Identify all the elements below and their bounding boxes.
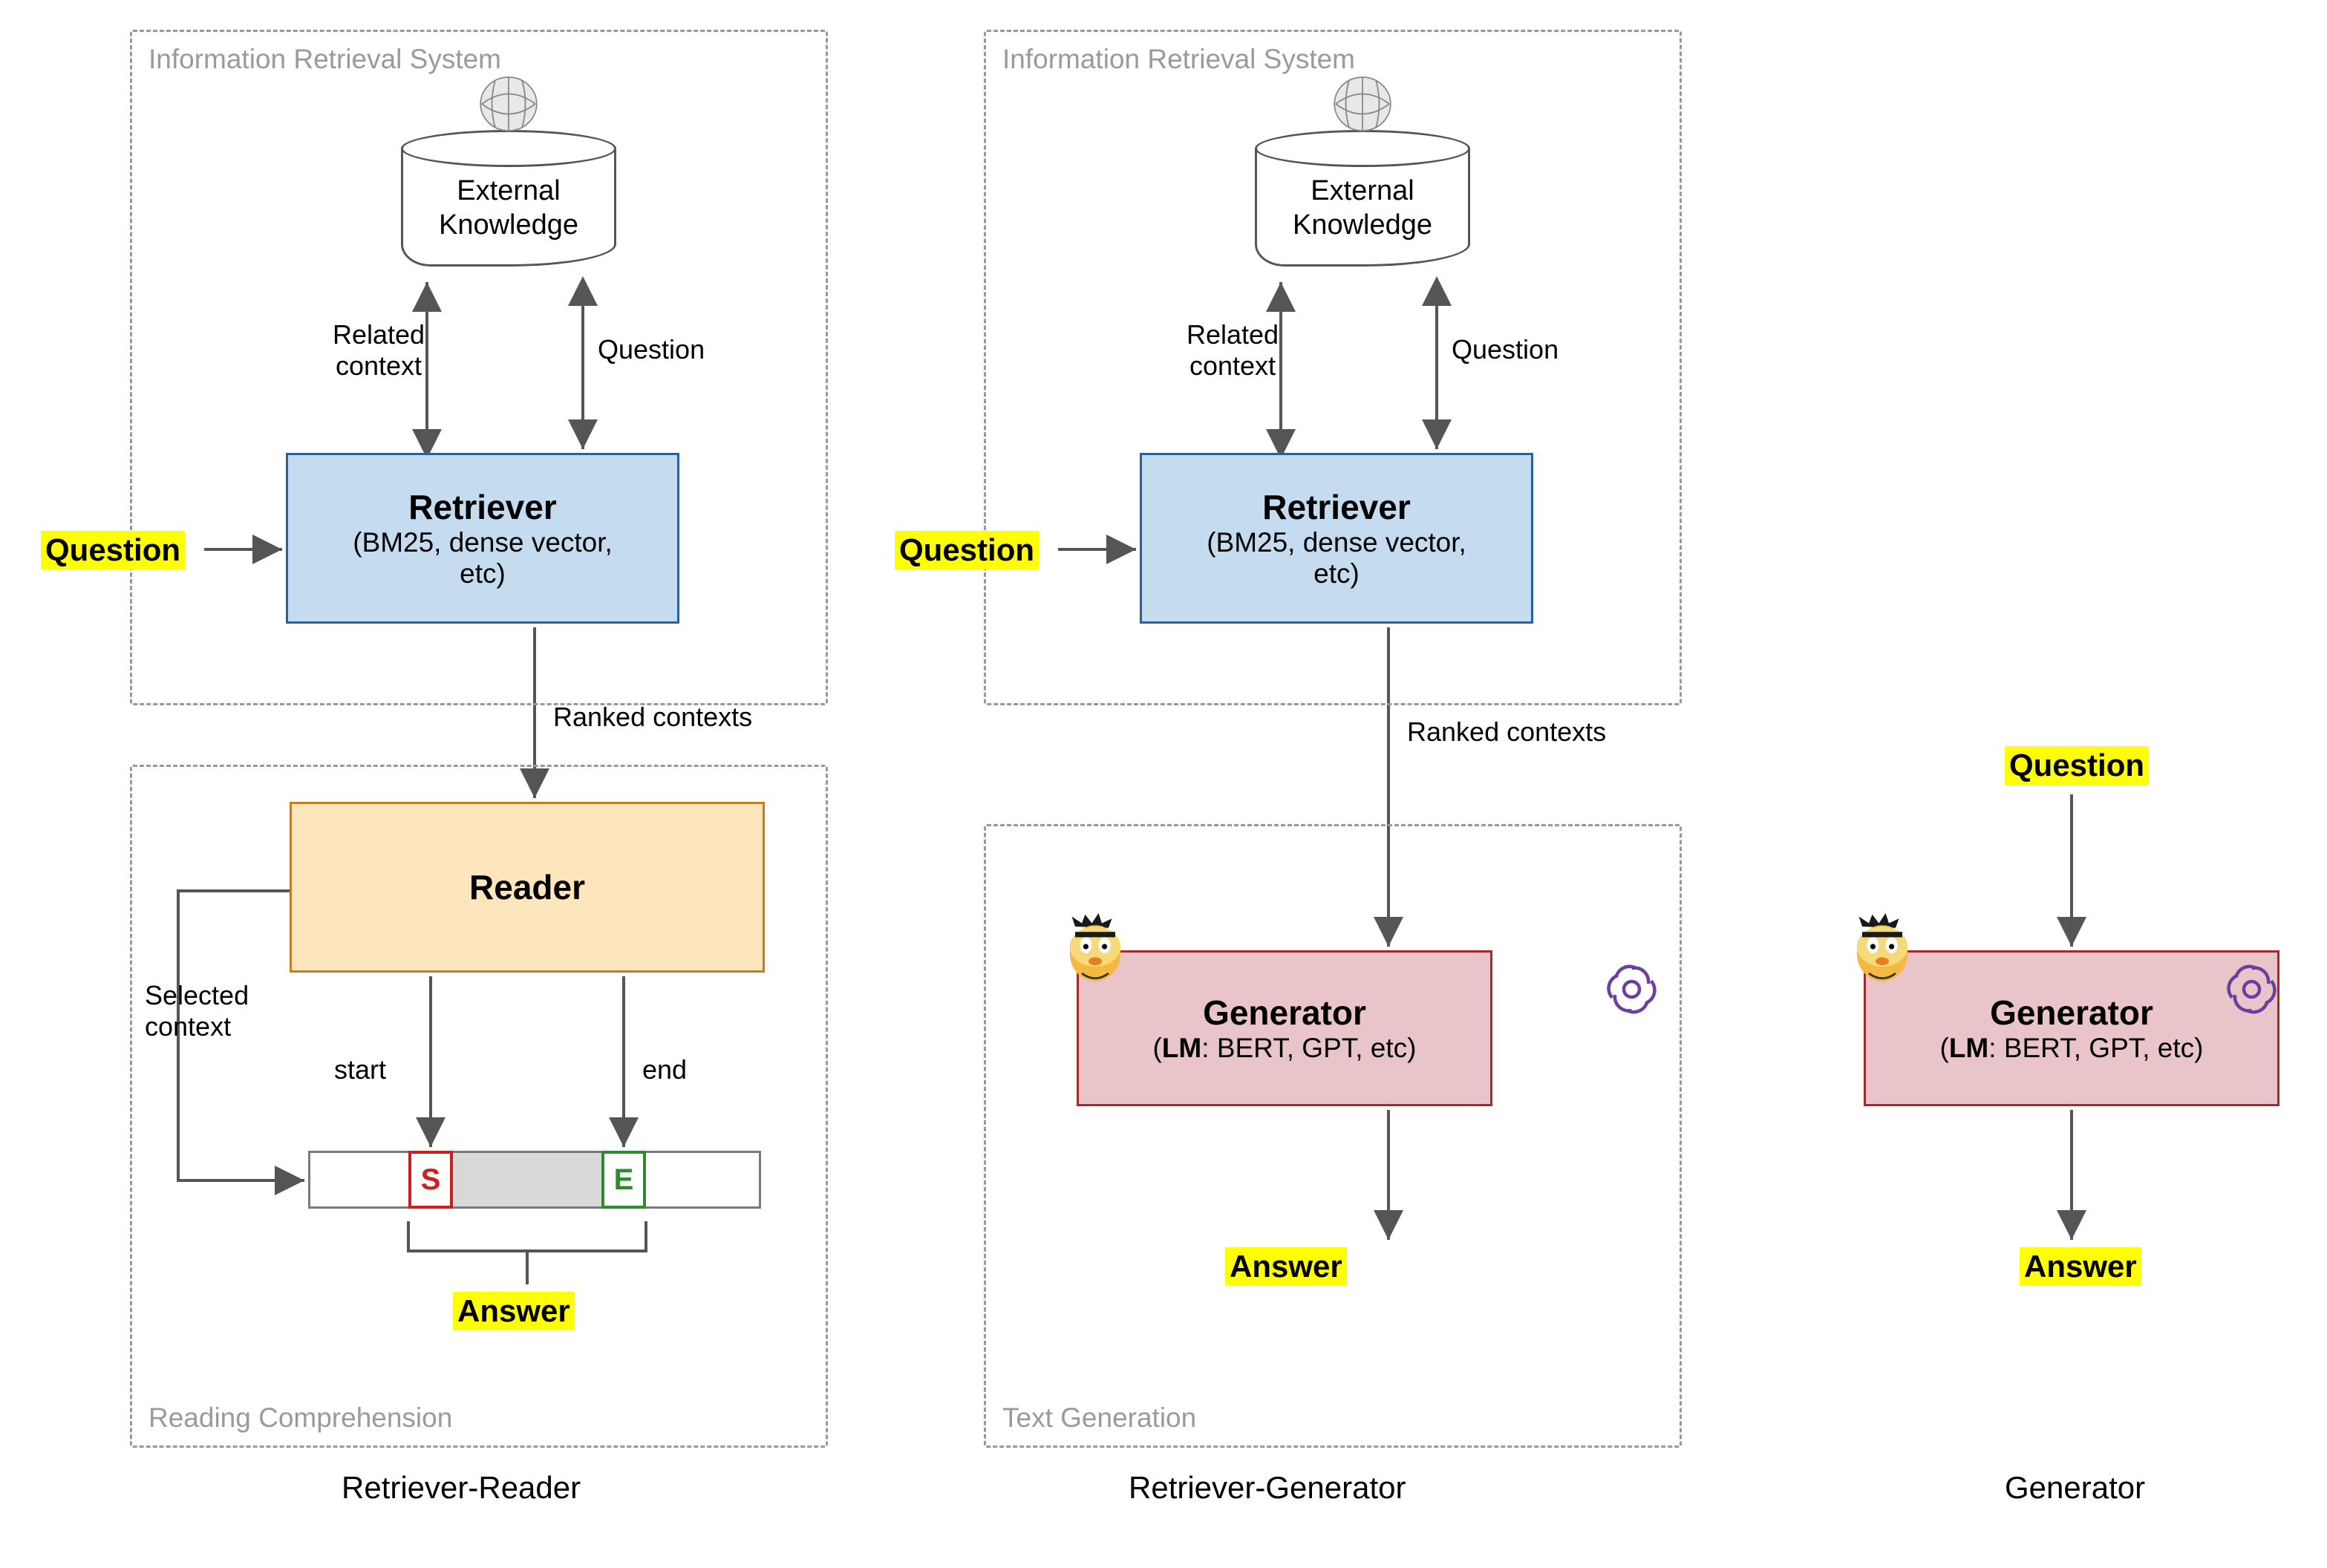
col1-retriever-sub1: (BM25, dense vector, [353,527,613,558]
col2-question-highlight: Question [895,531,1039,569]
col2-related-label: Relatedcontext [1181,319,1285,382]
col1-end-label: end [642,1054,687,1085]
col2-knowledge-line1: External [1311,175,1414,206]
col2-retriever-box: Retriever (BM25, dense vector, etc) [1140,453,1533,624]
col1-retriever-title: Retriever [408,487,556,527]
col1-reader-box: Reader [290,802,765,973]
col2-globe-icon [1329,71,1396,137]
col1-question-highlight: Question [41,531,185,569]
col1-retriever-box: Retriever (BM25, dense vector, etc) [286,453,679,624]
col2-openai-icon [1604,961,1659,1017]
col2-bert-icon [1062,913,1129,987]
col1-selected-label: Selectedcontext [145,980,249,1042]
col3-bert-icon [1849,913,1916,987]
col1-answer-highlight: Answer [453,1292,575,1330]
col2-irs-label: Information Retrieval System [1002,44,1355,75]
col1-knowledge-line1: External [457,175,560,206]
col2-question-up-label: Question [1452,334,1559,365]
diagram-canvas: Information Retrieval System External Kn… [15,15,2312,1553]
col1-caption: Retriever-Reader [342,1470,581,1506]
col2-knowledge-cylinder: External Knowledge [1255,130,1470,271]
col2-tg-label: Text Generation [1002,1402,1196,1434]
col2-retriever-sub2: etc) [1313,558,1360,589]
col3-question-highlight: Question [2005,746,2149,785]
col1-rc-label: Reading Comprehension [149,1402,452,1434]
col1-span-fill [453,1153,601,1206]
col2-generator-sub: (LM: BERT, GPT, etc) [1153,1033,1417,1064]
col1-ranked-label: Ranked contexts [553,702,752,733]
col1-start-label: start [334,1054,386,1085]
col3-caption: Generator [2005,1470,2145,1506]
col2-generator-box: Generator (LM: BERT, GPT, etc) [1077,950,1492,1106]
col1-related-label: Relatedcontext [327,319,431,382]
col1-span-s: S [408,1151,453,1209]
col3-generator-title: Generator [1990,993,2153,1033]
col1-globe-icon [475,71,542,137]
col1-retriever-sub2: etc) [460,558,506,589]
col3-generator-sub: (LM: BERT, GPT, etc) [1940,1033,2204,1064]
col1-question-up-label: Question [598,334,705,365]
col3-generator-box: Generator (LM: BERT, GPT, etc) [1864,950,2279,1106]
col2-knowledge-line2: Knowledge [1293,209,1432,241]
col3-openai-icon [2224,961,2279,1017]
col2-retriever-title: Retriever [1262,487,1410,527]
col2-answer-highlight: Answer [1225,1247,1347,1286]
col3-answer-highlight: Answer [2020,1247,2141,1286]
col1-knowledge-line2: Knowledge [439,209,578,241]
col2-ranked-label: Ranked contexts [1407,716,1606,748]
col1-reader-title: Reader [469,867,585,907]
col1-span-e: E [601,1151,646,1209]
col1-knowledge-cylinder: External Knowledge [401,130,616,271]
col2-caption: Retriever-Generator [1129,1470,1406,1506]
col1-irs-label: Information Retrieval System [149,44,501,75]
col2-retriever-sub1: (BM25, dense vector, [1207,527,1466,558]
col2-generator-title: Generator [1203,993,1366,1033]
